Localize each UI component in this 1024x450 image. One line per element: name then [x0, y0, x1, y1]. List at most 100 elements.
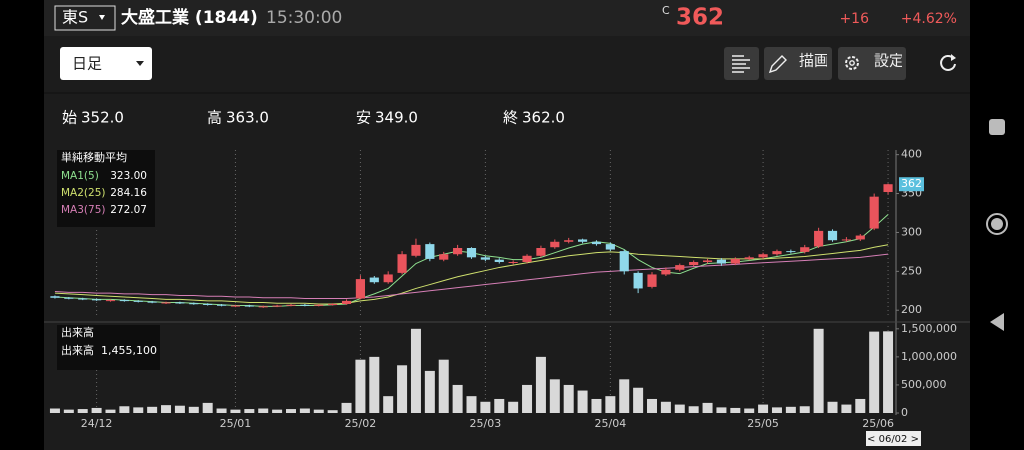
volume-bar: [285, 409, 296, 413]
market: 東S: [62, 8, 88, 27]
volume-bar: [702, 402, 713, 413]
volume-bar: [244, 409, 255, 413]
volume-bar: [549, 379, 560, 413]
period: 日足: [72, 55, 102, 73]
legend-value: 1,455,100: [101, 344, 157, 357]
settings-label-clip: 設定: [874, 52, 904, 70]
dropdown-arrow: [136, 61, 144, 66]
volume-bar: [827, 401, 838, 413]
candle-body: [647, 274, 657, 287]
volume-bar: [758, 404, 769, 413]
candle-body: [314, 304, 324, 306]
volume-bar: [799, 406, 810, 413]
volume-bar: [147, 406, 158, 413]
candle-body: [92, 299, 102, 301]
ma-line: [54, 214, 889, 307]
volume-bar: [216, 408, 227, 413]
settings-label: 設定: [874, 52, 904, 70]
home-button[interactable]: [986, 213, 1008, 235]
summary-value: 362.0: [522, 109, 565, 127]
candle-body: [161, 302, 171, 304]
last-price-tag: [899, 177, 924, 192]
volume-bar: [577, 390, 588, 413]
legend-box: [57, 150, 155, 227]
volume-bar: [855, 398, 866, 413]
volume-bar: [674, 404, 685, 413]
candle-body: [175, 302, 185, 304]
candle-body: [397, 254, 407, 273]
candle-body: [286, 304, 296, 306]
last-price: 362: [901, 177, 922, 190]
candle-body: [494, 259, 504, 262]
recents-button[interactable]: [989, 119, 1005, 135]
candle-body: [105, 300, 116, 302]
volume-bar: [605, 396, 616, 413]
candle-body: [300, 304, 310, 306]
candle-body: [619, 251, 629, 272]
candle-body: [841, 239, 851, 241]
volume-bar: [494, 398, 505, 413]
candle-body: [827, 230, 838, 241]
home-dot: [991, 218, 1003, 230]
legend-title: 出来高: [61, 325, 94, 339]
candle-body: [147, 301, 157, 303]
candle-body: [439, 254, 449, 260]
volume-bar: [258, 408, 269, 413]
volume-bar: [591, 398, 602, 413]
candle-body: [800, 247, 810, 252]
candle-body: [230, 305, 241, 307]
summary-value: 349.0: [375, 109, 418, 127]
legend-name: 出来高: [61, 343, 94, 357]
volume-bar: [355, 359, 366, 413]
x-tick-label: 25/02: [345, 417, 377, 430]
volume-bar: [660, 401, 671, 413]
candle-body: [730, 258, 740, 264]
candle-body: [869, 196, 879, 229]
y-tick-label: 500,000: [901, 378, 947, 391]
candle-body: [133, 300, 143, 302]
volume-bar: [202, 402, 213, 413]
candle-body: [203, 304, 213, 305]
volume-bar: [688, 406, 699, 413]
volume-bar: [341, 402, 352, 413]
summary-label: 始: [62, 109, 77, 127]
candle-body: [78, 298, 88, 300]
refresh-arrow: [951, 54, 956, 61]
legend-name: MA3(75): [61, 204, 105, 216]
volume-bar: [883, 331, 894, 413]
volume-bar: [410, 328, 421, 413]
x-tick-label: 25/05: [747, 417, 779, 430]
candle-body: [661, 269, 671, 275]
candle-body: [786, 251, 796, 253]
volume-bar: [785, 406, 796, 413]
volume-bar: [647, 398, 658, 413]
y-tick-label: 300: [901, 225, 922, 238]
volume-bar: [383, 396, 394, 413]
volume-bar: [230, 409, 241, 413]
legend-value: 272.07: [110, 204, 147, 216]
volume-bar: [480, 401, 491, 413]
candle-body: [577, 239, 588, 242]
candle-body: [883, 184, 893, 192]
back-button[interactable]: [990, 313, 1004, 331]
x-tick-label: 25/01: [220, 417, 252, 430]
market-select[interactable]: [54, 5, 116, 31]
candle-body: [744, 257, 754, 259]
x-tick-label: 24/12: [81, 417, 113, 430]
candle-body: [550, 241, 560, 248]
indicator-icon: [732, 55, 750, 73]
settings-button[interactable]: [838, 47, 906, 80]
volume-bar: [77, 409, 88, 413]
volume-bar: [438, 359, 449, 413]
volume-bar: [619, 379, 630, 413]
summary-label: 終: [503, 109, 518, 127]
period-select[interactable]: [60, 47, 152, 80]
candle-body: [480, 257, 490, 260]
candle-body: [605, 244, 615, 250]
volume-bar: [869, 331, 880, 413]
draw-label-clip: 描画: [799, 52, 827, 70]
volume-bar: [508, 401, 519, 413]
volume-bar: [369, 356, 380, 413]
draw-button[interactable]: [764, 47, 832, 80]
refresh-icon[interactable]: [940, 55, 956, 71]
